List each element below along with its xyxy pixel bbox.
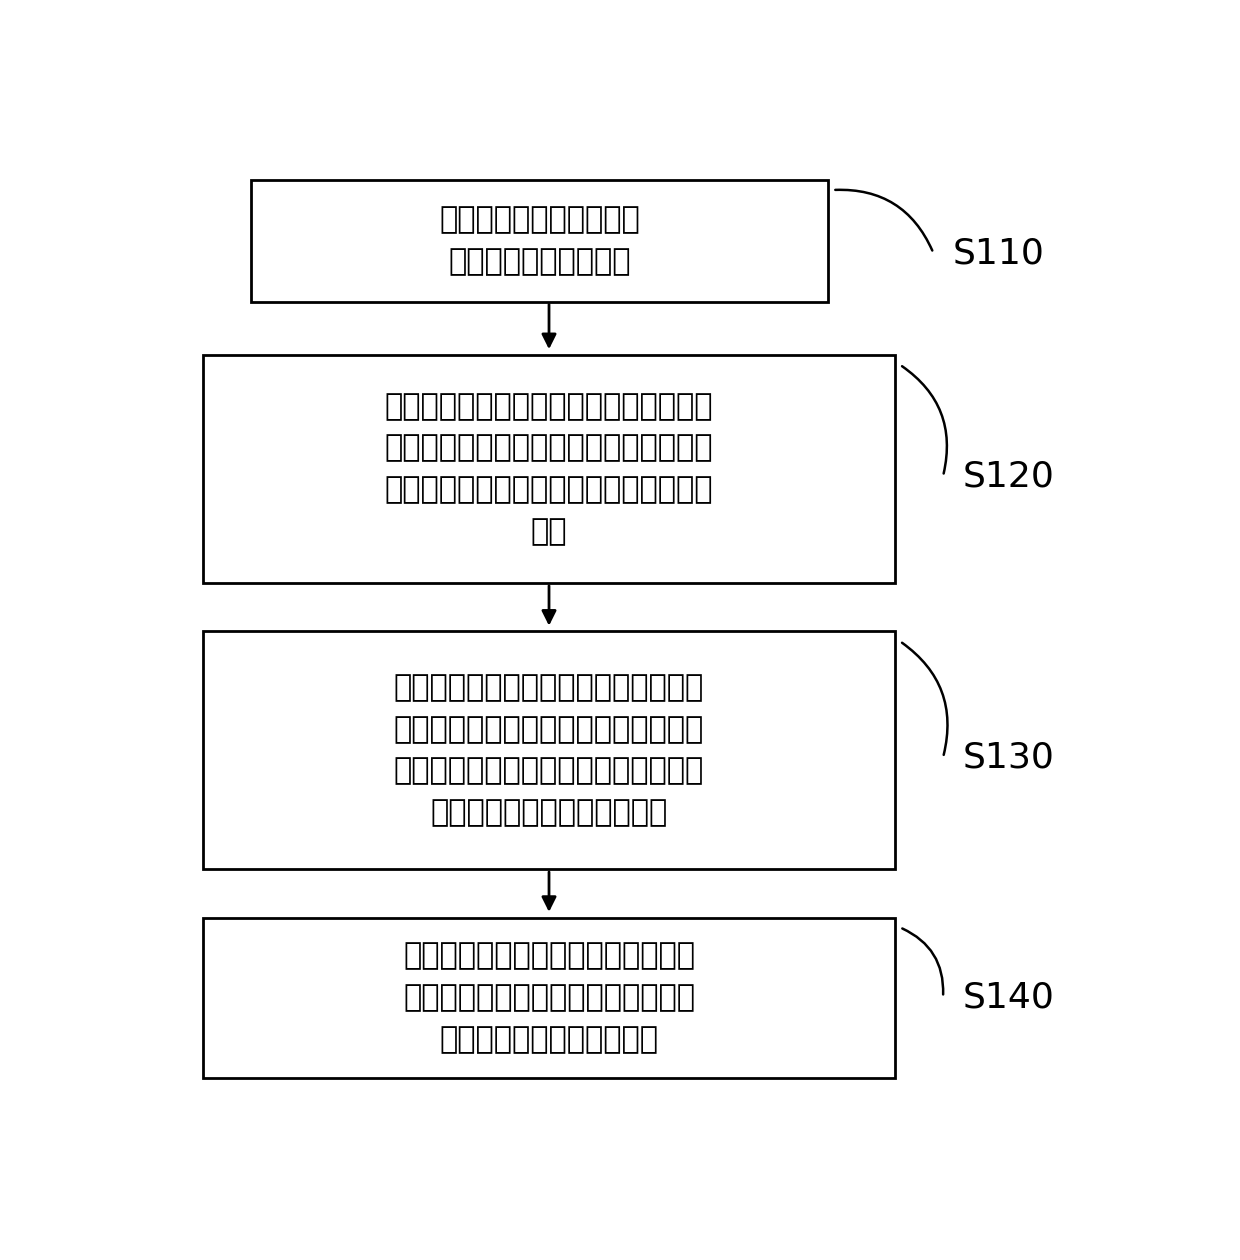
- Text: S110: S110: [952, 236, 1044, 270]
- Text: 对每条扫描线的左侧扫描激光点序列和
右侧扫描激光点序列分别进行去噪处理
，得到去噪后的左侧扫描激光点序列和
去噪后的右侧扫描激光点序列: 对每条扫描线的左侧扫描激光点序列和 右侧扫描激光点序列分别进行去噪处理 ，得到去…: [394, 673, 704, 828]
- FancyBboxPatch shape: [250, 180, 828, 301]
- Text: 以每条扫描线的扫描中心点为中心，将该
条扫描线分成左右两侧，得到该条扫描线
的左侧扫描激光点序列和右侧扫描激光点
序列: 以每条扫描线的扫描中心点为中心，将该 条扫描线分成左右两侧，得到该条扫描线 的左…: [384, 392, 713, 546]
- FancyBboxPatch shape: [203, 631, 895, 869]
- FancyBboxPatch shape: [203, 917, 895, 1077]
- Text: S140: S140: [962, 980, 1054, 1014]
- Text: S120: S120: [962, 459, 1054, 493]
- Text: 从左侧扫描激光点序列和右侧扫描激
光点序列中分别提取出该条扫描线的
的左侧路沿点和右侧路沿点: 从左侧扫描激光点序列和右侧扫描激 光点序列中分别提取出该条扫描线的 的左侧路沿点…: [403, 941, 694, 1053]
- FancyBboxPatch shape: [203, 355, 895, 583]
- Text: 针对每条扫描线，提取该
条扫描线的扫描中心点: 针对每条扫描线，提取该 条扫描线的扫描中心点: [439, 205, 640, 276]
- Text: S130: S130: [962, 741, 1054, 775]
